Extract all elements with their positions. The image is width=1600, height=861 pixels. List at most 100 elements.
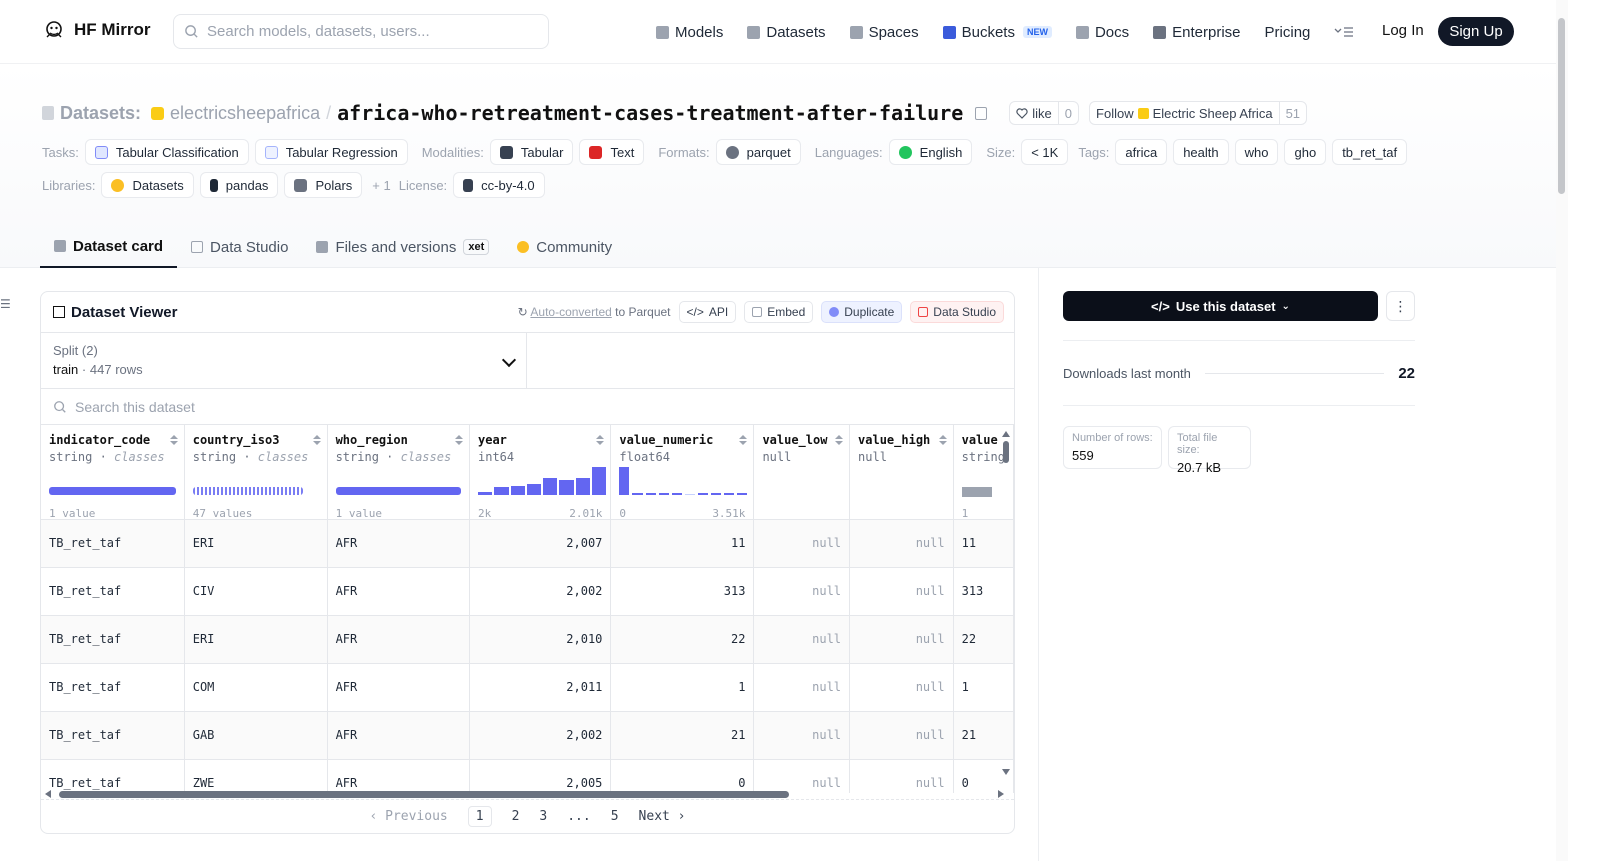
table-row[interactable]: TB_ret_taf ZWE AFR 2,005 0 null null 0 [41, 759, 1014, 793]
table-row[interactable]: TB_ret_taf COM AFR 2,011 1 null null 1 [41, 663, 1014, 712]
column-header-country-iso3[interactable]: country_iso3 string · classes 47 values [184, 425, 328, 520]
histogram-bar[interactable] [510, 485, 525, 495]
table-row[interactable]: TB_ret_taf ERI AFR 2,010 22 null null 22 [41, 615, 1014, 664]
library-tag-polars[interactable]: Polars [284, 172, 363, 198]
dataset-search[interactable] [41, 389, 1014, 425]
nav-spaces[interactable]: Spaces [849, 18, 919, 46]
table-cell[interactable]: null [849, 663, 954, 712]
embed-button[interactable]: Embed [744, 301, 814, 323]
table-cell[interactable]: TB_ret_taf [41, 519, 185, 568]
table-cell[interactable]: null [849, 519, 954, 568]
next-page-button[interactable]: Next › [638, 809, 686, 824]
table-cell[interactable]: TB_ret_taf [41, 663, 185, 712]
histogram-bar[interactable] [671, 493, 682, 495]
table-cell[interactable]: 2,010 [469, 615, 612, 664]
table-cell[interactable]: 1 [610, 663, 755, 712]
table-cell[interactable]: TB_ret_taf [41, 567, 185, 616]
histogram-bar[interactable] [697, 493, 709, 495]
table-cell[interactable]: null [849, 615, 954, 664]
data-studio-button[interactable]: Data Studio [910, 301, 1004, 323]
table-cell[interactable]: 22 [610, 615, 755, 664]
table-cell[interactable]: 11 [953, 519, 1014, 568]
table-cell[interactable]: AFR [327, 567, 471, 616]
column-header-value[interactable]: value string 1 [953, 425, 1014, 520]
format-tag-parquet[interactable]: parquet [715, 139, 801, 165]
nav-pricing[interactable]: Pricing [1265, 18, 1311, 46]
auto-converted-link[interactable]: Auto-converted [530, 305, 612, 319]
table-cell[interactable]: 2,011 [469, 663, 612, 712]
table-cell[interactable]: null [849, 567, 954, 616]
nav-enterprise[interactable]: Enterprise [1153, 18, 1241, 46]
tab-files-and-versions[interactable]: Files and versions xet [302, 226, 503, 268]
task-tag-tabular-regression[interactable]: Tabular Regression [254, 139, 408, 165]
tab-dataset-card[interactable]: Dataset card [40, 226, 178, 268]
table-cell[interactable]: ERI [184, 519, 328, 568]
table-cell[interactable]: null [849, 759, 954, 793]
histogram-bar[interactable] [658, 493, 669, 495]
table-cell[interactable]: 22 [953, 615, 1014, 664]
table-cell[interactable]: 21 [953, 711, 1014, 760]
library-tag-datasets[interactable]: Datasets [101, 172, 194, 198]
table-cell[interactable]: 1 [953, 663, 1014, 712]
tag-tb-ret-taf[interactable]: tb_ret_taf [1332, 139, 1408, 165]
table-cell[interactable]: 2,002 [469, 567, 612, 616]
global-search-input[interactable] [207, 23, 527, 40]
nav-buckets[interactable]: Buckets NEW [942, 18, 1052, 46]
table-cell[interactable]: AFR [327, 615, 471, 664]
histogram-bar[interactable] [724, 493, 735, 495]
tab-community[interactable]: Community [503, 226, 626, 268]
histogram-bar[interactable] [737, 493, 748, 495]
vertical-scroll-thumb[interactable] [1003, 441, 1009, 463]
page-2-button[interactable]: 2 [511, 809, 520, 824]
table-cell[interactable]: AFR [327, 519, 471, 568]
api-button[interactable]: </> API [678, 301, 737, 323]
table-row[interactable]: TB_ret_taf GAB AFR 2,002 21 null null 21 [41, 711, 1014, 760]
histogram-bar[interactable] [632, 493, 643, 495]
table-cell[interactable]: 2,007 [469, 519, 612, 568]
table-cell[interactable]: TB_ret_taf [41, 615, 185, 664]
column-header-value-numeric[interactable]: value_numeric float64 0 3.51k [610, 425, 755, 520]
table-cell[interactable]: ERI [184, 615, 328, 664]
table-cell[interactable]: 313 [953, 567, 1014, 616]
table-cell[interactable]: 0 [953, 759, 1014, 793]
histogram-bar[interactable] [591, 467, 606, 495]
histogram-bar[interactable] [559, 479, 574, 495]
signup-button[interactable]: Sign Up [1438, 17, 1514, 46]
language-tag-english[interactable]: English [888, 139, 973, 165]
library-tag-pandas[interactable]: pandas [199, 172, 279, 198]
table-cell[interactable]: AFR [327, 759, 471, 793]
histogram-bar[interactable] [494, 486, 509, 495]
table-cell[interactable]: null [849, 711, 954, 760]
histogram-bar[interactable] [575, 478, 590, 495]
scroll-down-icon[interactable] [1002, 769, 1010, 775]
section-label[interactable]: Datasets: [60, 102, 142, 123]
histogram-bar[interactable] [543, 478, 558, 495]
table-cell[interactable]: ZWE [184, 759, 328, 793]
histogram-bar[interactable] [478, 491, 493, 495]
page-5-button[interactable]: 5 [610, 809, 619, 824]
table-cell[interactable]: 2,002 [469, 711, 612, 760]
table-cell[interactable]: null [753, 663, 851, 712]
column-header-year[interactable]: year int64 2k 2.01k [469, 425, 612, 520]
table-cell[interactable]: 2,005 [469, 759, 612, 793]
column-header-indicator-code[interactable]: indicator_code string · classes 1 value [41, 425, 185, 520]
page-3-button[interactable]: 3 [539, 809, 548, 824]
nav-models[interactable]: Models [656, 18, 723, 46]
global-search[interactable] [173, 14, 549, 49]
dataset-name[interactable]: africa-who-retreatment-cases-treatment-a… [337, 101, 964, 125]
modality-tag-text[interactable]: Text [579, 139, 645, 165]
table-cell[interactable]: null [753, 615, 851, 664]
like-button[interactable]: like 0 [1009, 101, 1080, 125]
tag-who[interactable]: who [1234, 139, 1279, 165]
task-tag-tabular-classification[interactable]: Tabular Classification [84, 139, 249, 165]
license-tag[interactable]: cc-by-4.0 [453, 172, 545, 198]
column-header-value-low[interactable]: value_low null [753, 425, 851, 520]
table-row[interactable]: TB_ret_taf CIV AFR 2,002 313 null null 313 [41, 567, 1014, 616]
follow-button[interactable]: Follow Electric Sheep Africa 51 [1089, 101, 1308, 125]
column-header-value-high[interactable]: value_high null [849, 425, 954, 520]
table-cell[interactable]: null [753, 711, 851, 760]
scroll-left-icon[interactable] [45, 790, 51, 798]
class-bar[interactable] [192, 487, 303, 495]
horizontal-scroll-thumb[interactable] [59, 791, 789, 798]
table-cell[interactable]: TB_ret_taf [41, 711, 185, 760]
